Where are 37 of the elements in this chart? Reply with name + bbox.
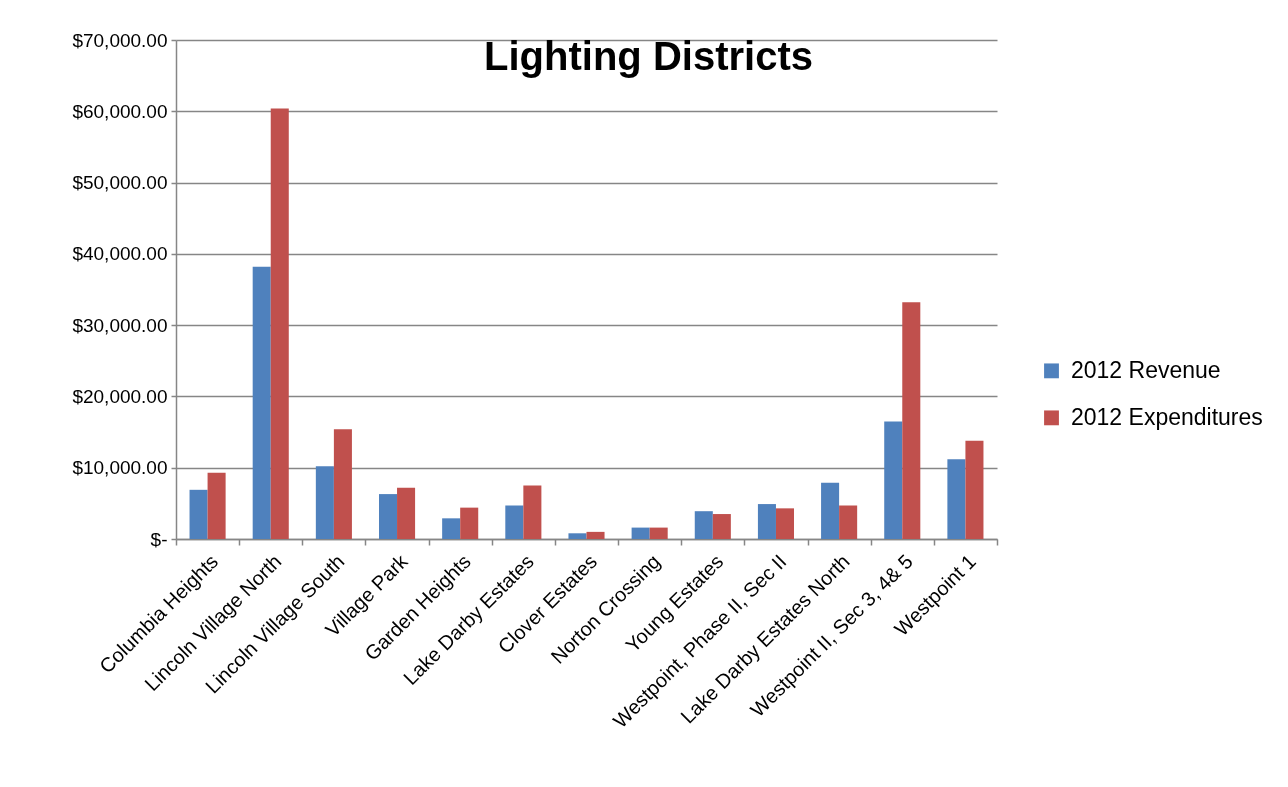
- y-tick-label: $30,000.00: [72, 314, 168, 336]
- bar: [315, 466, 334, 539]
- y-tick-label: $-: [150, 528, 168, 550]
- bar: [270, 108, 289, 539]
- legend-label: 2012 Revenue: [1071, 356, 1221, 383]
- legend-label: 2012 Expenditures: [1071, 403, 1263, 430]
- bar: [965, 440, 984, 539]
- chart-title: Lighting Districts: [484, 34, 813, 78]
- bar: [757, 504, 776, 539]
- bar: [397, 487, 416, 539]
- bar: [839, 505, 858, 539]
- bar: [207, 472, 226, 539]
- bar: [378, 494, 398, 539]
- bar: [821, 482, 840, 539]
- bar: [649, 527, 668, 539]
- bar: [902, 302, 921, 539]
- y-tick-label: $70,000.00: [72, 29, 168, 51]
- bar: [442, 518, 461, 539]
- y-tick-label: $40,000.00: [72, 243, 168, 265]
- bar: [252, 266, 271, 539]
- bar: [586, 531, 605, 539]
- y-tick-label: $20,000.00: [72, 385, 168, 407]
- bar: [505, 505, 524, 539]
- y-tick-label: $60,000.00: [72, 100, 168, 122]
- bar: [884, 421, 903, 539]
- y-tick-label: $10,000.00: [72, 457, 168, 479]
- bar: [775, 508, 795, 539]
- bar: [568, 533, 587, 539]
- y-tick-label: $50,000.00: [72, 172, 168, 194]
- bar: [460, 507, 479, 539]
- bar: [694, 511, 713, 539]
- bar: [523, 485, 542, 539]
- bar: [947, 459, 966, 539]
- bar: [189, 489, 208, 539]
- bar: [631, 527, 650, 539]
- bar: [333, 429, 352, 539]
- bar: [712, 514, 731, 539]
